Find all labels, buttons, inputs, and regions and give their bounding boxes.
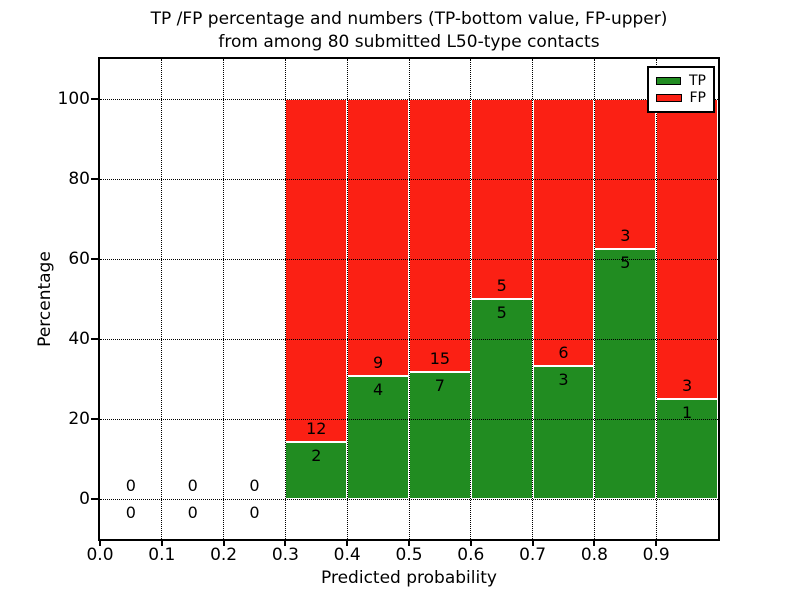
x-tick-label: 0.1 — [148, 545, 176, 565]
bar-count-label-tp: 1 — [682, 403, 693, 422]
gridline-vertical — [346, 59, 348, 539]
x-tick-label: 0.9 — [642, 545, 670, 565]
legend: TP FP — [647, 66, 715, 113]
x-tick — [346, 541, 349, 546]
bar-segment-fp — [532, 99, 595, 366]
x-tick-label: 0.4 — [333, 545, 361, 565]
legend-item-tp: TP — [656, 74, 706, 88]
y-tick-label: 80 — [68, 169, 90, 189]
bar-count-label-fp: 12 — [306, 418, 327, 438]
y-tick — [91, 98, 98, 100]
gridline-vertical — [161, 59, 163, 539]
bar-count-label-fp: 15 — [429, 348, 451, 368]
y-axis-label: Percentage — [35, 251, 55, 347]
x-tick-label: 0.7 — [519, 545, 547, 565]
bar-count-label-tp: 0 — [187, 503, 198, 522]
x-tick — [99, 541, 101, 546]
y-tick — [91, 258, 98, 260]
x-tick — [469, 541, 472, 546]
bar-count-label-fp: 0 — [125, 476, 136, 495]
gridline-vertical — [470, 59, 472, 539]
x-tick-label: 0.8 — [580, 545, 608, 565]
plot-area: TP FP 0 0 0 0 0 0 12 2 9 4 15 7 5 5 6 3 3 5 3 1 — [91, 57, 720, 546]
bar-count-label-tp: 0 — [249, 503, 260, 522]
x-tick-label: 0.5 — [395, 545, 423, 565]
x-tick — [160, 541, 163, 546]
y-tick-label: 40 — [68, 329, 90, 349]
y-tick — [91, 178, 98, 180]
bar-segment-tp — [470, 299, 533, 499]
legend-swatch-tp — [656, 76, 681, 85]
y-tick-label: 20 — [68, 409, 90, 429]
bar-segment-tp — [594, 249, 657, 499]
bar-count-label-fp: 6 — [558, 342, 569, 362]
y-tick-label: 0 — [79, 489, 90, 509]
bar-count-label-fp: 0 — [249, 476, 260, 495]
bar-count-label-fp: 9 — [373, 352, 384, 372]
y-tick-label: 60 — [68, 249, 90, 269]
x-tick-label: 0.6 — [457, 545, 485, 565]
gridline-horizontal — [100, 258, 718, 260]
bar-count-label-tp: 2 — [311, 445, 322, 465]
x-tick — [408, 541, 410, 546]
gridline-vertical — [655, 59, 657, 539]
bar-count-label-tp: 3 — [558, 369, 569, 389]
gridline-vertical — [223, 59, 225, 539]
bar-count-label-fp: 3 — [682, 376, 693, 395]
bar-count-label-tp: 7 — [434, 375, 445, 395]
bar-count-label-tp: 5 — [620, 253, 631, 272]
y-tick — [91, 418, 98, 420]
x-tick — [531, 541, 534, 546]
gridline-horizontal — [100, 418, 718, 420]
x-tick — [593, 541, 596, 546]
bar-count-label-fp: 0 — [187, 476, 198, 495]
bar-count-label-tp: 5 — [496, 303, 507, 322]
gridline-vertical — [284, 59, 286, 539]
y-tick — [91, 498, 98, 500]
gridline-vertical — [532, 59, 534, 539]
bar-segment-tp — [656, 399, 718, 499]
bar-segment-fp — [409, 99, 471, 372]
legend-label-fp: FP — [689, 90, 707, 107]
bar-segment-fp — [347, 99, 409, 376]
legend-item-fp: FP — [656, 91, 706, 105]
gridline-vertical — [593, 59, 595, 539]
chart-title-line2: from among 80 submitted L50-type contact… — [218, 32, 600, 52]
bar-segment-tp — [285, 441, 348, 499]
gridline-horizontal — [100, 178, 718, 180]
gridline-horizontal — [100, 498, 718, 500]
y-tick-label: 100 — [57, 89, 90, 109]
bar-count-label-fp: 5 — [496, 276, 507, 295]
y-tick — [91, 338, 98, 340]
chart-title-line1: TP /FP percentage and numbers (TP-bottom… — [150, 9, 668, 29]
bar-count-label-tp: 4 — [373, 379, 384, 399]
gridline-vertical — [408, 59, 410, 539]
x-tick — [284, 541, 287, 546]
bar-count-label-fp: 3 — [620, 226, 631, 245]
bar-segment-tp — [347, 375, 409, 499]
bar-segment-fp — [285, 99, 348, 442]
x-axis-label: Predicted probability — [321, 568, 497, 588]
bar-segment-fp — [470, 99, 533, 299]
x-tick-label: 0.2 — [210, 545, 238, 565]
gridline-horizontal — [100, 98, 718, 100]
x-tick — [655, 541, 658, 546]
gridline-horizontal — [100, 338, 718, 340]
bar-segment-fp — [656, 99, 718, 399]
legend-label-tp: TP — [689, 72, 706, 89]
x-tick-label: 0.3 — [271, 545, 299, 565]
x-tick — [222, 541, 225, 546]
bar-count-label-tp: 0 — [125, 503, 136, 522]
legend-swatch-fp — [656, 94, 682, 103]
x-tick-label: 0.0 — [86, 545, 114, 565]
